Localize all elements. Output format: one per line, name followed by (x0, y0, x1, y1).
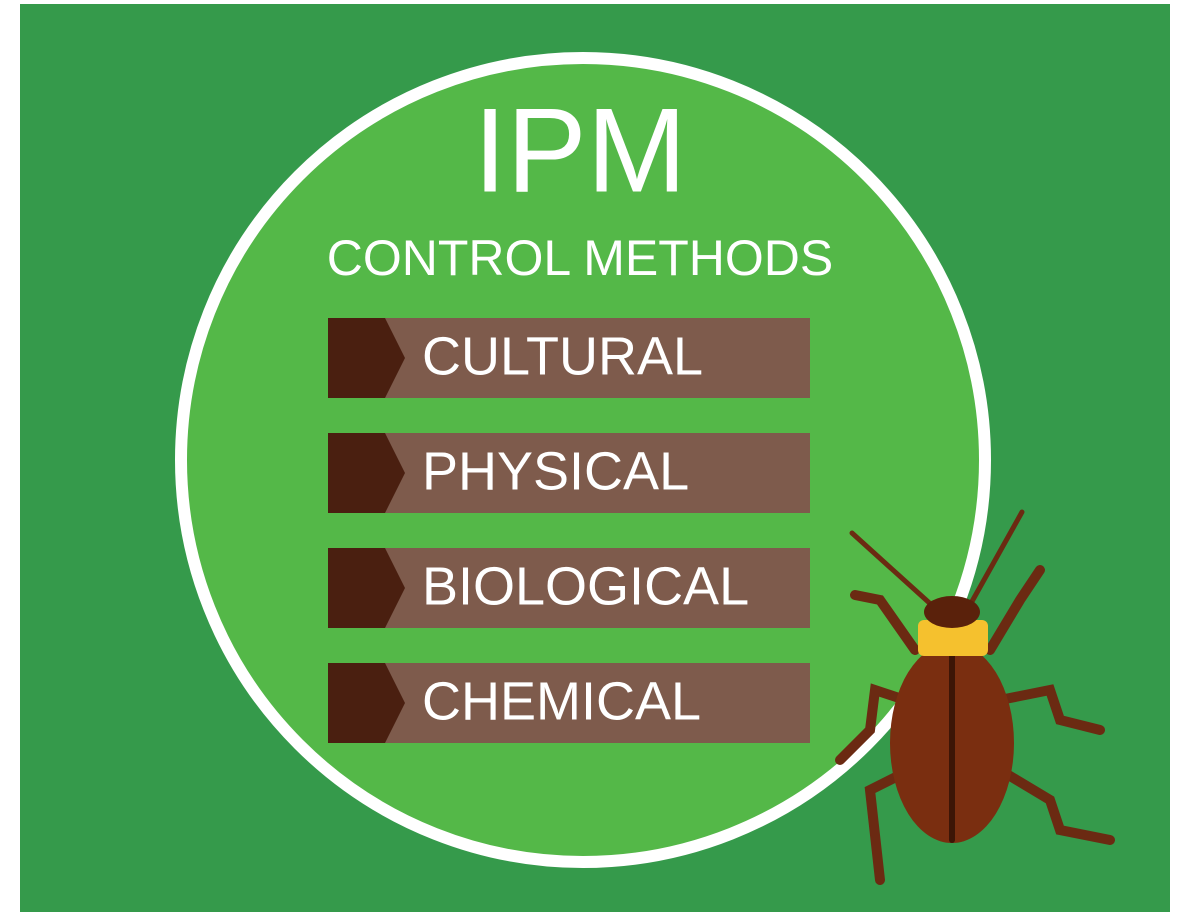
title: IPM (473, 84, 686, 218)
subtitle: CONTROL METHODS (327, 230, 834, 286)
method-label: CULTURAL (422, 326, 703, 386)
method-label: BIOLOGICAL (422, 556, 749, 616)
poster: IPM CONTROL METHODS CULTURAL PHYSICAL BIOL… (0, 0, 1185, 917)
method-label: PHYSICAL (422, 441, 689, 501)
method-label: CHEMICAL (422, 671, 701, 731)
